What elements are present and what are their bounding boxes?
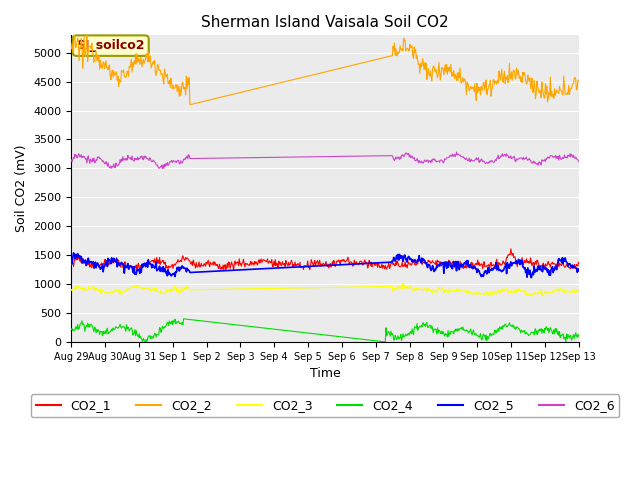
Y-axis label: Soil CO2 (mV): Soil CO2 (mV)	[15, 145, 28, 232]
Title: Sherman Island Vaisala Soil CO2: Sherman Island Vaisala Soil CO2	[201, 15, 449, 30]
Legend: CO2_1, CO2_2, CO2_3, CO2_4, CO2_5, CO2_6: CO2_1, CO2_2, CO2_3, CO2_4, CO2_5, CO2_6	[31, 394, 620, 417]
Text: SI_soilco2: SI_soilco2	[76, 39, 145, 52]
X-axis label: Time: Time	[310, 367, 340, 380]
